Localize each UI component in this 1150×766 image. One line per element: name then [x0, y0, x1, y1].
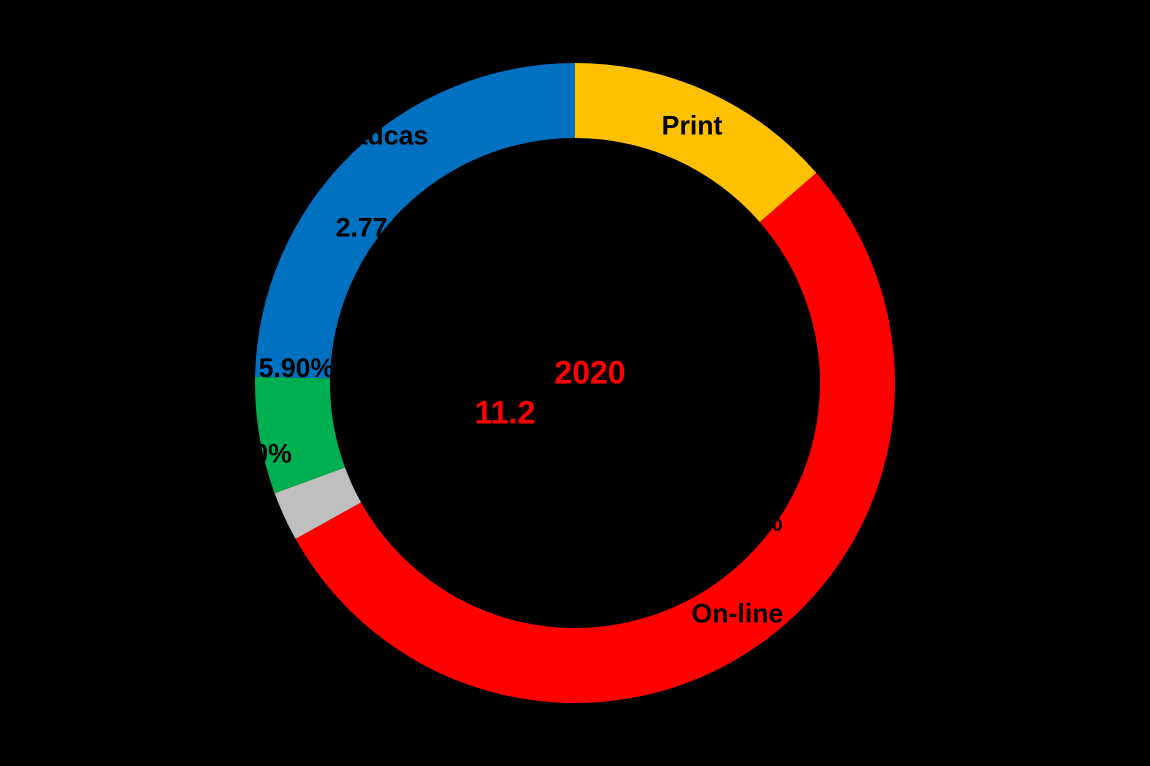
slice-label-green: 5.90% — [259, 292, 335, 568]
slice-percent: 24.70% — [326, 28, 428, 59]
slice-value: n — [216, 592, 292, 623]
slice-name: On-line — [692, 599, 784, 630]
slice-name: roadcas — [326, 120, 428, 151]
slice-percent: 5.90% — [259, 353, 335, 384]
slice-percent: 13.60% — [647, 19, 737, 50]
slice-label-print: 13.60% Print lion — [647, 0, 737, 295]
slice-label-online: 53.30% On-line 5.99 — [692, 445, 784, 766]
center-total: 11.2 — [475, 395, 536, 430]
slice-percent: 53.30% — [692, 507, 784, 538]
slice-value: 5.99 — [692, 691, 784, 722]
center-year: 2020 — [554, 355, 625, 390]
slice-value: 2.77 m — [326, 212, 428, 243]
slice-label-broadcast: 24.70% roadcas 2.77 m U — [326, 0, 428, 396]
donut-chart: 13.60% Print lion 53.30% On-line 5.99 2.… — [0, 0, 1150, 766]
slice-extra: U — [326, 304, 428, 335]
slice-name: Print — [647, 111, 737, 142]
slice-value: lion — [647, 203, 737, 234]
